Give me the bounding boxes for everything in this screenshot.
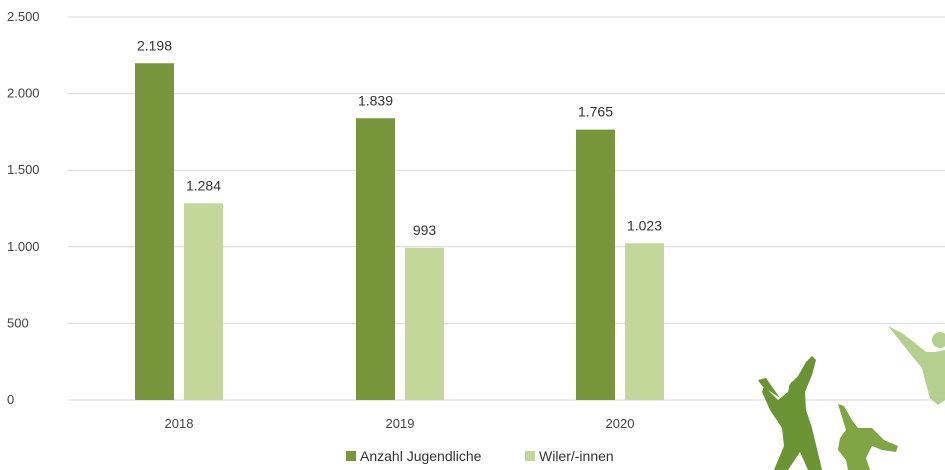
silhouette-dark-right [838,404,898,470]
bar [356,118,395,400]
x-tick-label: 2020 [606,416,635,431]
legend-swatch [346,451,356,461]
data-label: 1.839 [358,92,393,108]
y-tick-label: 0 [7,392,14,407]
legend-label: Wiler/-innen [539,448,614,464]
silhouette-dark-left [758,356,822,470]
x-tick-label: 2018 [165,416,194,431]
legend-label: Anzahl Jugendliche [360,448,482,464]
legend-swatch [525,451,535,461]
data-label: 1.023 [627,217,662,233]
y-tick-label: 1.000 [7,239,40,254]
bar [625,243,664,400]
data-labels: 2.198 1.284 1.839 993 1.765 1.023 [137,37,662,238]
y-tick-label: 1.500 [7,162,40,177]
jumping-people-silhouettes-icon [758,326,945,470]
x-axis-labels: 2018 2019 2020 [165,416,635,431]
bar [405,247,444,400]
data-label: 2.198 [137,37,172,53]
data-label: 993 [413,222,437,238]
data-label: 1.284 [186,177,221,193]
y-tick-label: 2.000 [7,86,40,101]
y-axis-labels: 0 500 1.000 1.500 2.000 2.500 [7,9,40,407]
x-tick-label: 2019 [386,416,415,431]
bar [576,129,615,401]
bar [135,63,174,401]
silhouette-light [888,326,945,405]
data-label: 1.765 [578,104,613,120]
bar [184,203,223,400]
legend: Anzahl Jugendliche Wiler/-innen [346,448,614,464]
y-tick-label: 2.500 [7,9,40,24]
bars [135,63,664,401]
y-tick-label: 500 [7,315,29,330]
